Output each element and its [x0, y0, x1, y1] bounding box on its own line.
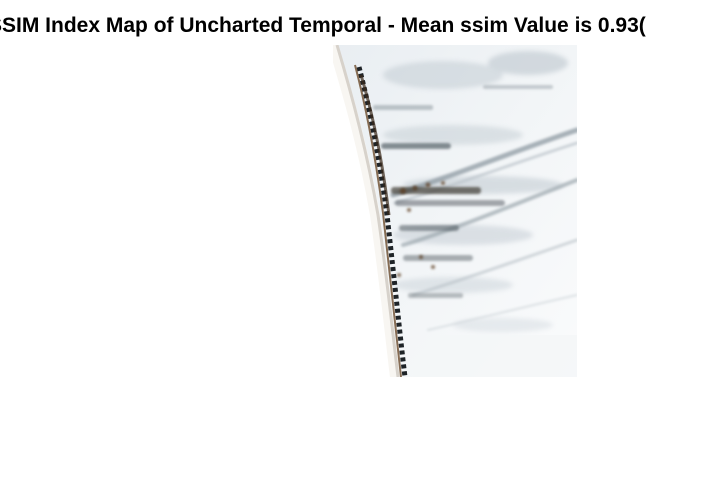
figure-title: SSIM Index Map of Uncharted Temporal - M…: [0, 14, 646, 37]
ssim-index-map-image: [333, 45, 577, 377]
